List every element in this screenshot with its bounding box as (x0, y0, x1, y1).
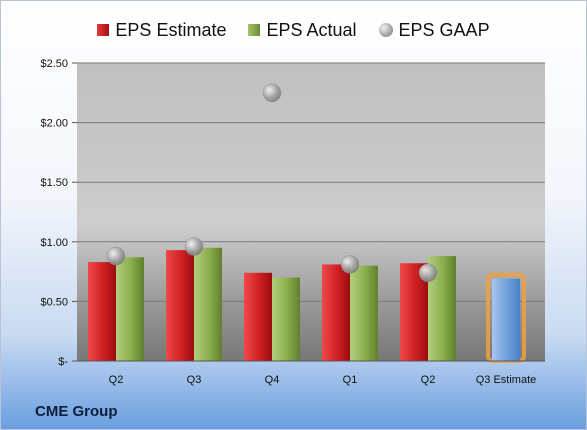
eps-actual-bar (272, 277, 300, 361)
eps-estimate-bar (322, 264, 350, 361)
eps-gaap-point (184, 237, 204, 256)
eps-actual-bar (350, 265, 378, 361)
x-tick-label: Q1 (343, 374, 358, 386)
company-name: CME Group (35, 403, 118, 420)
x-tick-label: Q3 Estimate (476, 374, 537, 386)
eps-gaap-marker-icon (378, 23, 393, 37)
eps-estimate-swatch (97, 24, 110, 36)
legend-label-eps-actual: EPS Actual (266, 19, 357, 40)
y-tick-label: $1.50 (40, 177, 68, 189)
legend-item-eps-actual: EPS Actual (248, 19, 357, 41)
y-tick-label: $2.50 (40, 58, 68, 70)
eps-gaap-point (340, 255, 360, 274)
eps-estimate-bar (88, 262, 116, 361)
eps-gaap-point (418, 263, 438, 283)
y-tick-label: $2.00 (40, 118, 68, 130)
eps-actual-swatch (248, 24, 261, 36)
eps-gaap-point (262, 83, 282, 103)
legend-item-eps-estimate: EPS Estimate (97, 20, 226, 41)
x-tick-label: Q2 (421, 374, 436, 386)
legend-label-eps-estimate: EPS Estimate (115, 19, 227, 40)
legend: EPS Estimate EPS Actual EPS GAAP (1, 15, 586, 45)
y-tick-label: $0.50 (40, 296, 68, 308)
eps-actual-bar (116, 257, 144, 361)
y-tick-label: $- (58, 356, 68, 368)
eps-estimate-bar (492, 278, 520, 361)
y-tick-label: $1.00 (40, 237, 68, 249)
x-tick-label: Q3 (187, 374, 202, 386)
plot-area (77, 63, 545, 361)
eps-estimate-bar (244, 272, 272, 361)
x-tick-label: Q2 (109, 374, 124, 386)
legend-item-eps-gaap: EPS GAAP (378, 19, 490, 41)
x-tick-label: Q4 (265, 374, 280, 386)
legend-label-eps-gaap: EPS GAAP (398, 19, 490, 40)
eps-gaap-point (106, 246, 126, 266)
eps-estimate-bar (166, 250, 194, 361)
eps-actual-bar (194, 247, 222, 361)
